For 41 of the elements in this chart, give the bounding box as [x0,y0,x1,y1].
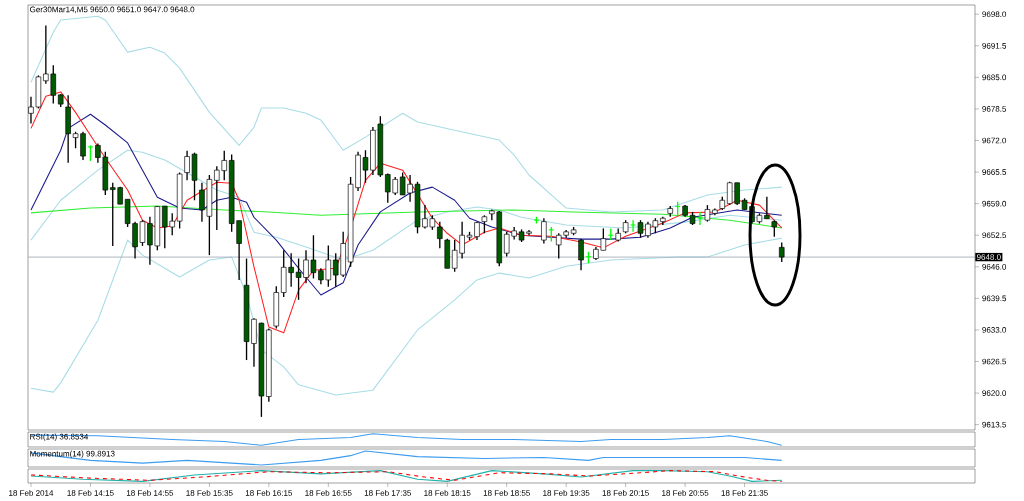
y-tick-label: 9626.5 [982,358,1007,365]
chart-title: Ger30Mar14,M5 9650.0 9651.0 9647.0 9648.0 [30,6,195,14]
y-tick-label: 9685.0 [982,74,1007,81]
y-tick-label: 9652.5 [982,232,1007,239]
chart-title: Momentum(14) 99.8913 [30,450,115,459]
line-series [30,237,783,396]
y-tick-label: 9665.5 [982,169,1007,175]
line-series [30,149,783,261]
x-tick-label: 18 Feb 18:55 [483,489,530,496]
x-tick-label: 18 Feb 18:15 [424,489,471,496]
candlestick [778,241,785,263]
candlestick [630,219,636,233]
y-tick-label: 9646.0 [982,263,1007,270]
candlestick [764,196,770,220]
x-tick-label: 18 Feb 20:55 [662,489,709,496]
y-tick-label: 9691.5 [982,42,1007,49]
candlestick [541,217,547,245]
line-series [30,205,783,229]
x-tick-label: 18 Feb 19:35 [543,489,590,496]
x-tick-label: 18 Feb 16:15 [245,489,293,496]
y-tick-label: 9659.0 [982,200,1007,207]
y-tick-label: 9613.5 [982,421,1007,428]
line-series [30,91,783,334]
ref-line-label: 9648.0 [976,254,1001,260]
x-tick-label: 18 Feb 14:15 [67,489,114,496]
line-series [30,15,783,213]
y-tick-label: 9633.0 [982,327,1007,333]
y-tick-label: 9678.5 [982,106,1007,112]
candlestick [578,237,584,271]
candlestick [437,220,443,250]
x-tick-label: 18 Feb 15:35 [186,489,233,496]
y-tick-label: 9620.0 [982,390,1007,396]
x-tick-label: 18 Feb 14:55 [126,489,174,496]
y-tick-label: 9639.5 [982,295,1007,302]
x-tick-label: 18 Feb 16:55 [305,489,352,496]
x-tick-label: 18 Feb 21:35 [721,489,768,496]
x-tick-label: 18 Feb 17:35 [364,489,412,496]
x-tick-label: 18 Feb 20:15 [602,489,649,496]
x-tick-label: 18 Feb 2014 [9,489,54,496]
y-tick-label: 9672.0 [982,137,1007,144]
y-tick-label: 9698.0 [982,11,1007,18]
